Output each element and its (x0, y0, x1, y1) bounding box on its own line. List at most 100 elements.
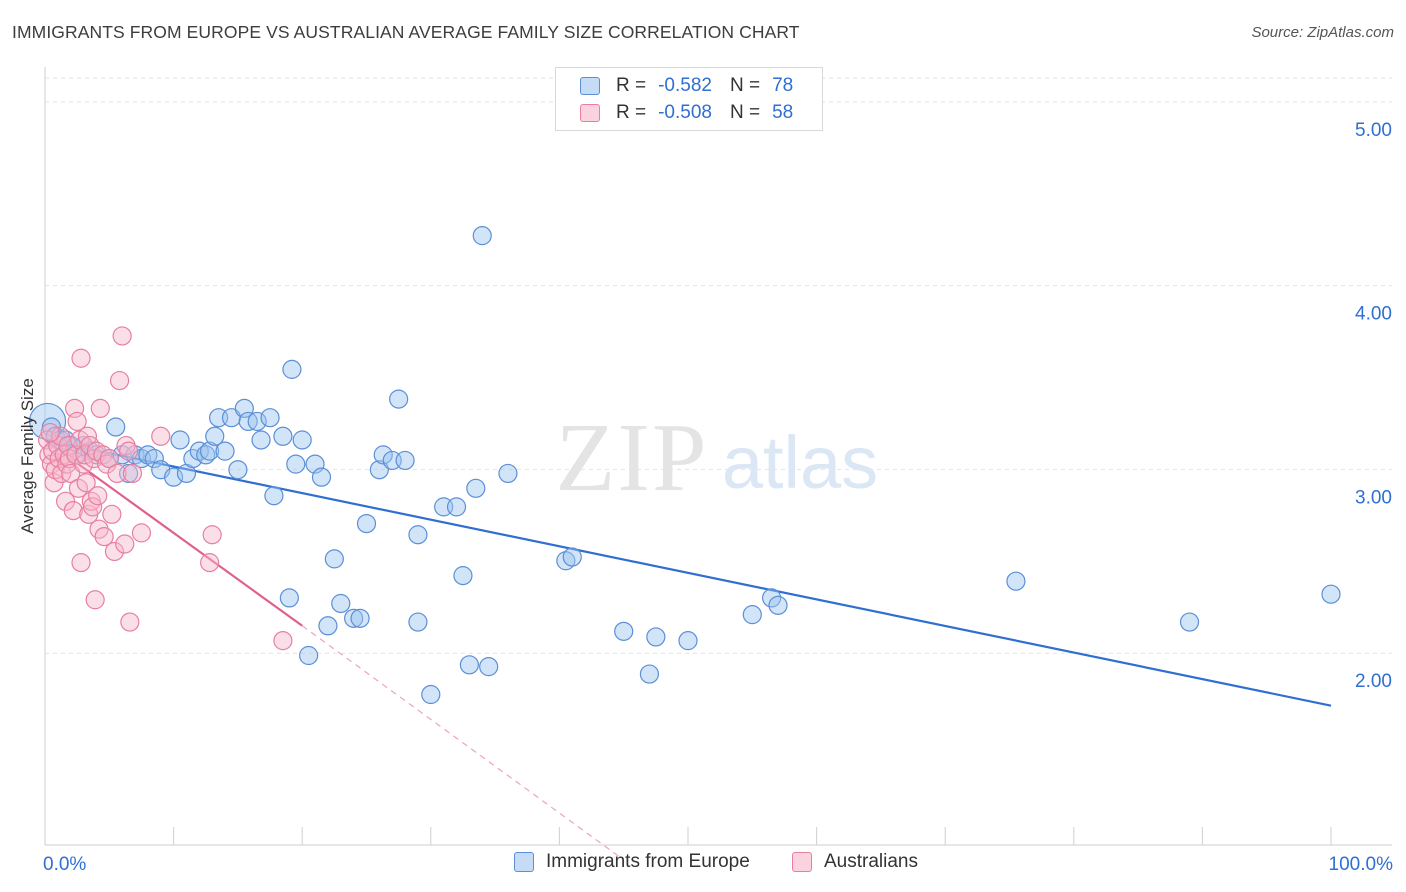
watermark-zip: ZIP (556, 404, 709, 512)
europe-point (282, 359, 302, 379)
europe-point (247, 411, 267, 432)
europe-point (164, 467, 184, 487)
australians-point (102, 504, 122, 524)
europe-point (228, 460, 248, 480)
europe-point (768, 595, 788, 615)
australians-point (67, 411, 87, 432)
series-legend-australians[interactable]: Australians (792, 851, 918, 873)
europe-point (373, 445, 393, 465)
series-label-australians: Australians (824, 851, 918, 872)
australians-point (109, 370, 130, 391)
legend-n-label: N = (729, 75, 761, 96)
europe-point (479, 657, 499, 677)
australians-point (107, 463, 127, 484)
australians-point (61, 463, 81, 484)
europe-point (614, 621, 634, 641)
australians-point (118, 441, 139, 461)
australians-point (273, 631, 293, 651)
europe-point (205, 426, 225, 446)
australians-point (37, 430, 58, 450)
australians-point (104, 541, 125, 562)
australians-point (151, 426, 171, 446)
europe-point (286, 454, 306, 474)
series-swatch-australians (792, 852, 812, 872)
europe-point (369, 460, 389, 480)
legend-r-value: -0.582 (658, 75, 712, 96)
europe-point (408, 612, 428, 632)
europe-point (28, 402, 67, 441)
europe-point (761, 588, 782, 608)
europe-point (408, 525, 428, 545)
europe-point (472, 226, 492, 246)
europe-point (453, 566, 473, 586)
europe-point (318, 616, 338, 636)
source-label: Source: ZipAtlas.com (1251, 24, 1394, 41)
europe-point (1006, 571, 1026, 591)
series-swatch-europe (514, 852, 534, 872)
data-points (28, 226, 1341, 705)
series-australians-points (37, 326, 293, 651)
europe-point (106, 417, 126, 437)
europe-point (279, 588, 299, 608)
europe-point (324, 549, 344, 569)
europe-point (742, 605, 762, 625)
europe-point (646, 627, 666, 647)
legend-n-value: 58 (772, 102, 794, 123)
x-tick-label-min: 0.0% (43, 854, 86, 875)
europe-point (1321, 584, 1341, 604)
australians-point (76, 473, 96, 493)
europe-point (498, 463, 518, 484)
chart-title: IMMIGRANTS FROM EUROPE VS AUSTRALIAN AVE… (12, 22, 800, 42)
europe-point (251, 430, 271, 450)
australians-trend-extension (301, 625, 625, 861)
series-legend-europe[interactable]: Immigrants from Europe (514, 851, 750, 873)
europe-point (331, 593, 351, 614)
europe-point (459, 655, 479, 675)
europe-point (344, 608, 364, 628)
series-label-europe: Immigrants from Europe (546, 851, 750, 872)
y-tick-label: 5.00 (1355, 120, 1392, 141)
australians-point (63, 500, 83, 521)
legend-n-value: 78 (772, 75, 794, 96)
tick-labels: 2.00 3.00 4.00 5.00 0.0% 100.0% (43, 120, 1393, 875)
y-axis-label: Average Family Size (18, 378, 37, 534)
series-legend: Immigrants from Europe Australians (0, 851, 1406, 877)
legend-r-label: R = (616, 102, 647, 123)
europe-point (466, 478, 486, 498)
europe-point (292, 430, 312, 450)
legend-swatch-australians (580, 104, 600, 122)
y-tick-label: 3.00 (1355, 487, 1392, 508)
x-tick-label-max: 100.0% (1329, 854, 1394, 875)
legend-r-value: -0.508 (658, 102, 712, 123)
australians-point (90, 398, 110, 419)
australians-point (200, 553, 220, 573)
europe-point (196, 445, 216, 465)
australians-point (99, 448, 119, 469)
australians-point (82, 497, 103, 517)
europe-point (1179, 612, 1200, 632)
europe-point (395, 450, 415, 471)
europe-point (562, 547, 582, 567)
y-tick-label: 4.00 (1355, 304, 1392, 325)
australians-point (122, 463, 143, 484)
legend-row-australians: R = -0.508 N = 58 (580, 101, 793, 125)
watermark-atlas: atlas (722, 421, 878, 504)
europe-point (678, 631, 698, 651)
europe-point (639, 664, 660, 684)
series-europe-points (28, 226, 1341, 705)
correlation-legend: R = -0.582 N = 78 R = -0.508 N = 58 (555, 67, 823, 131)
legend-swatch-europe (580, 77, 600, 95)
europe-point (446, 497, 467, 517)
y-tick-label: 2.00 (1355, 671, 1392, 692)
europe-point (183, 448, 203, 469)
axes (44, 67, 1392, 846)
watermark: ZIP atlas (556, 404, 879, 512)
grid-lines (45, 77, 1392, 654)
europe-point (350, 608, 370, 628)
europe-point (260, 408, 280, 428)
australians-point (120, 612, 140, 632)
europe-point (421, 684, 441, 705)
australians-point (94, 526, 114, 547)
legend-n-label: N = (729, 102, 761, 123)
australians-point (71, 553, 91, 573)
